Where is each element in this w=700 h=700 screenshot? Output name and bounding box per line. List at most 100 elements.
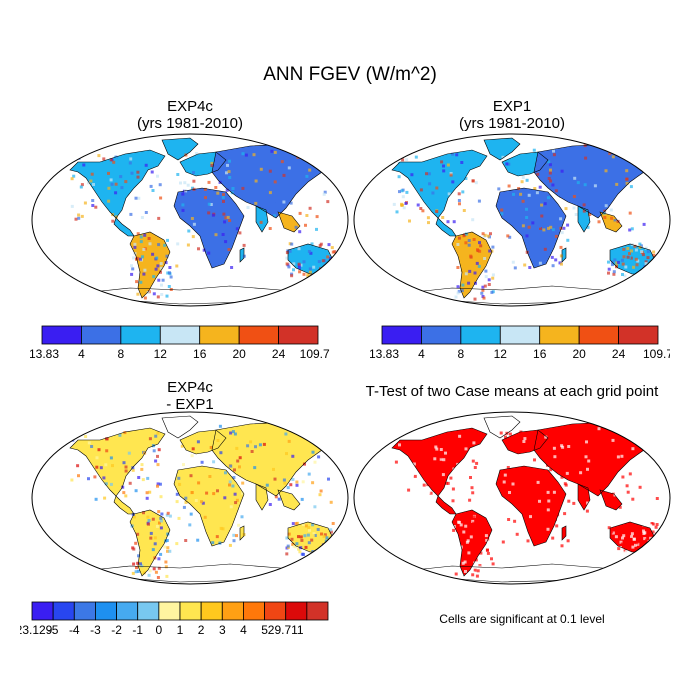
grid-cell xyxy=(291,522,295,526)
coastline-seAsia xyxy=(599,489,623,511)
grid-cell xyxy=(441,473,445,477)
grid-cell xyxy=(532,148,536,152)
grid-cell xyxy=(288,249,292,253)
grid-cell xyxy=(593,184,597,188)
colorbar-box xyxy=(179,601,202,621)
grid-cell xyxy=(207,202,211,206)
grid-cell xyxy=(146,515,150,519)
map-border xyxy=(353,411,671,585)
grid-cell xyxy=(540,203,544,207)
grid-cell xyxy=(621,536,624,540)
grid-cell xyxy=(143,233,147,237)
grid-cell xyxy=(442,458,446,462)
colorbar-label: -1 xyxy=(132,623,143,637)
grid-cell xyxy=(323,553,327,557)
grid-cell xyxy=(302,552,305,556)
grid-cell xyxy=(103,496,107,500)
grid-cell xyxy=(292,262,296,266)
grid-cell xyxy=(451,445,454,449)
grid-cell xyxy=(149,184,153,188)
land-fill-seAsia xyxy=(278,212,300,232)
grid-cell xyxy=(136,232,140,236)
grid-cell xyxy=(207,251,211,255)
grid-cell xyxy=(521,176,525,179)
grid-cell xyxy=(221,527,225,531)
grid-cell xyxy=(460,269,464,273)
grid-cell xyxy=(204,196,207,200)
grid-cell xyxy=(481,285,485,289)
grid-cell xyxy=(552,446,556,450)
grid-cell xyxy=(538,448,541,452)
grid-cell xyxy=(473,561,477,565)
grid-cell xyxy=(399,480,403,484)
grid-cell xyxy=(331,250,335,254)
grid-cell xyxy=(585,509,589,513)
grid-cell xyxy=(644,262,648,265)
grid-cell xyxy=(393,456,397,459)
grid-cell xyxy=(148,490,152,494)
grid-cell xyxy=(597,220,601,224)
grid-cell xyxy=(629,185,633,189)
grid-cell xyxy=(567,499,571,503)
grid-cell xyxy=(246,206,250,209)
grid-cell xyxy=(474,281,477,285)
grid-cell xyxy=(308,206,312,210)
grid-cell xyxy=(225,171,228,175)
grid-cell xyxy=(452,566,456,570)
grid-cell xyxy=(151,517,155,521)
grid-cell xyxy=(462,530,466,534)
grid-cell xyxy=(559,254,563,258)
grid-cell xyxy=(632,508,635,512)
grid-cell xyxy=(611,550,615,554)
grid-cell xyxy=(634,248,638,252)
grid-cell xyxy=(627,533,631,537)
grid-cell xyxy=(192,222,196,226)
grid-cell xyxy=(619,540,623,544)
colorbar-box xyxy=(421,325,462,345)
grid-cell xyxy=(428,499,432,503)
grid-cell xyxy=(105,449,109,453)
grid-cell xyxy=(597,427,601,431)
panel3-title-line2: - EXP1 xyxy=(166,396,214,413)
grid-cell xyxy=(572,195,576,198)
grid-cell xyxy=(313,534,317,537)
colorbar-label: -3 xyxy=(90,623,101,637)
coastline-southAmerica xyxy=(129,231,171,299)
grid-cell xyxy=(132,515,136,519)
grid-cell xyxy=(138,257,142,261)
grid-cell xyxy=(165,513,169,517)
grid-cell xyxy=(621,262,625,266)
grid-cell xyxy=(128,161,132,165)
colorbar-box xyxy=(221,601,244,621)
grid-cell xyxy=(620,542,624,546)
grid-cell xyxy=(618,546,622,549)
grid-cell xyxy=(420,490,424,493)
colorbar-box xyxy=(73,601,96,621)
grid-cell xyxy=(642,529,645,533)
grid-cell xyxy=(547,196,550,200)
grid-cell xyxy=(327,477,330,481)
grid-cell xyxy=(432,480,436,484)
grid-cell xyxy=(289,201,293,205)
coastline-india xyxy=(255,483,269,511)
grid-cell xyxy=(431,191,435,195)
grid-cell xyxy=(107,199,111,203)
colorbar-box xyxy=(460,325,501,345)
grid-cell xyxy=(127,451,131,455)
grid-cell xyxy=(147,514,151,518)
grid-cell xyxy=(166,532,170,536)
grid-cell xyxy=(504,435,507,439)
grid-cell xyxy=(449,172,453,175)
grid-cell xyxy=(159,495,163,499)
grid-cell xyxy=(221,233,225,236)
grid-cell xyxy=(609,426,613,430)
grid-cell xyxy=(89,179,93,183)
land-fill-centralAmerica xyxy=(114,496,134,514)
grid-cell xyxy=(609,208,613,212)
grid-cell xyxy=(187,229,191,233)
grid-cell xyxy=(471,573,475,577)
grid-cell xyxy=(190,454,194,458)
coastline-northAmerica xyxy=(69,427,166,497)
grid-cell xyxy=(224,240,228,244)
grid-cell xyxy=(466,548,470,551)
